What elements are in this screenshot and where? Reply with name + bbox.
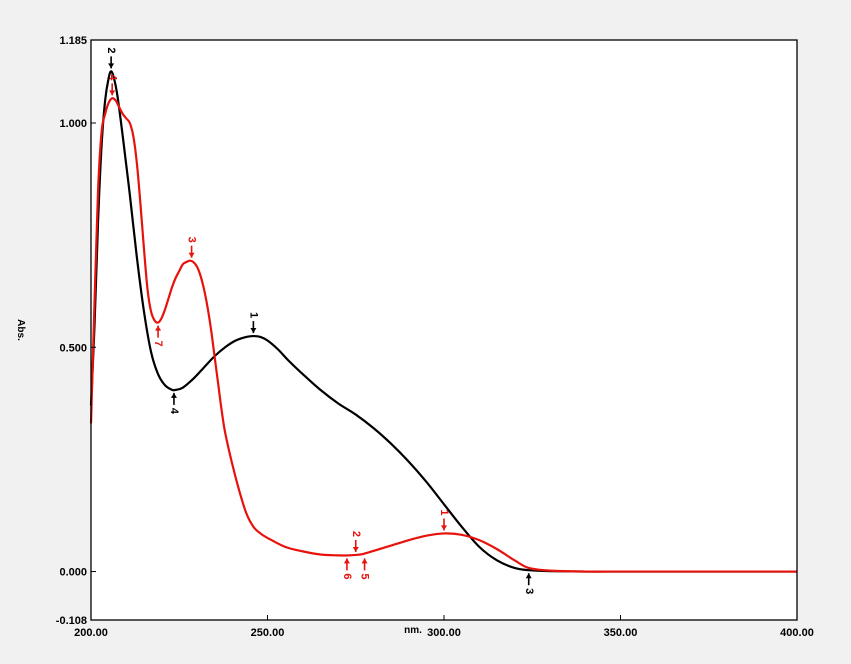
marker-arrow <box>108 63 115 69</box>
series-layer <box>89 70 797 573</box>
x-tick-label: 400.00 <box>780 627 814 639</box>
peak-marker-1-2: 2 <box>105 47 117 69</box>
marker-arrow <box>441 525 447 531</box>
x-tick-label: 250.00 <box>251 627 285 639</box>
spectrum-line-1 <box>89 70 797 573</box>
x-axis-title: nm. <box>404 625 422 636</box>
y-tick-label: -0.108 <box>56 615 87 627</box>
peak-marker-1-1: 1 <box>247 312 259 334</box>
x-tick-label: 350.00 <box>604 627 638 639</box>
peak-label: 1 <box>247 312 259 318</box>
peak-label: 5 <box>359 573 371 579</box>
marker-arrow <box>155 325 162 331</box>
peak-label: 3 <box>523 588 535 594</box>
peak-marker-2-3: 3 <box>186 237 198 258</box>
peak-label: 3 <box>186 237 198 243</box>
marker-arrow <box>170 392 177 398</box>
peak-marker-2-4: 4 <box>106 74 118 96</box>
y-tick-label: 1.000 <box>59 118 87 130</box>
y-axis-title: Abs. <box>15 319 26 341</box>
peak-label: 7 <box>152 341 164 347</box>
peak-marker-2-2: 2 <box>350 531 362 552</box>
x-tick-label: 300.00 <box>427 627 461 639</box>
marker-arrow <box>525 573 532 579</box>
axis-ticks: 200.00 250.00 300.00 350.00 400.00 1.185 1.000… <box>56 35 814 639</box>
peak-marker-2-1: 1 <box>438 509 450 531</box>
peak-marker-1-4: 4 <box>168 392 180 415</box>
marker-arrow <box>188 252 195 258</box>
peak-label: 6 <box>341 573 353 579</box>
peak-label: 4 <box>106 74 118 81</box>
y-tick-label: 1.185 <box>59 35 87 47</box>
peak-label: 2 <box>350 531 362 537</box>
peak-label: 1 <box>438 509 450 515</box>
marker-arrow <box>343 558 350 564</box>
marker-arrow <box>250 328 257 334</box>
peak-marker-2-6: 6 <box>341 558 353 579</box>
peak-markers: 1 2 3 4 1 2 3 4 56 7 <box>105 47 535 594</box>
peak-label: 4 <box>168 408 180 415</box>
peak-marker-1-3: 3 <box>523 573 535 594</box>
marker-arrow <box>109 90 116 96</box>
y-tick-label: 0.500 <box>59 342 87 354</box>
marker-arrow <box>352 546 359 552</box>
y-tick-label: 0.000 <box>59 567 87 579</box>
x-tick-label: 200.00 <box>74 627 108 639</box>
peak-label: 2 <box>105 47 117 53</box>
marker-arrow <box>361 558 368 564</box>
spectrum-line-2 <box>89 97 797 573</box>
peak-marker-2-7: 7 <box>152 325 164 347</box>
peak-marker-2-5: 5 <box>359 558 371 579</box>
